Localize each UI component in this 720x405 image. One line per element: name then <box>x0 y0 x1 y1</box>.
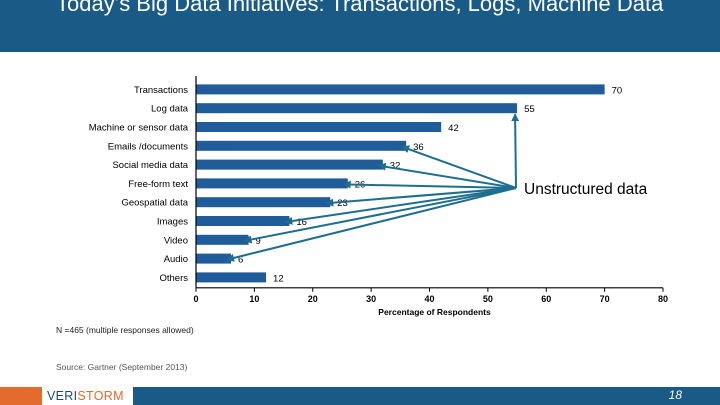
category-label-audio: Audio <box>164 254 188 265</box>
company-logo: VERISTORM <box>47 389 124 403</box>
bar-audio <box>196 253 232 264</box>
bar-emails-documents <box>196 140 407 151</box>
callout-arrow-images <box>284 187 517 225</box>
callout-arrow-social-media-data <box>377 162 517 189</box>
category-label-images: Images <box>157 217 188 228</box>
logo-prefix: VERI <box>47 389 78 403</box>
bar-transactions <box>196 84 605 95</box>
bar-free-form-text <box>196 178 348 189</box>
bar-log-data <box>196 103 518 114</box>
callout-arrow-log-data <box>511 113 520 189</box>
footer-bar: 18 <box>133 387 720 405</box>
bar-machine-or-sensor-data <box>196 122 442 132</box>
value-label-others: 12 <box>273 273 284 284</box>
category-label-machine-or-sensor-data: Machine or sensor data <box>89 123 189 134</box>
bar-chart: Transactions Log data Machine or sensor da… <box>89 76 668 317</box>
category-label-social-media-data: Social media data <box>112 160 188 171</box>
value-label-geospatial-data: 23 <box>337 198 348 209</box>
bar-others <box>196 272 267 283</box>
source-note: Source: Gartner (September 2013) <box>56 362 188 372</box>
category-label-log-data: Log data <box>151 104 189 115</box>
x-tick-label-0: 0 <box>193 294 198 304</box>
x-tick-label-40: 40 <box>424 294 434 304</box>
callout-arrow-audio <box>226 187 517 262</box>
bar-social-media-data <box>196 159 383 170</box>
value-label-emails-documents: 36 <box>413 142 424 153</box>
value-label-machine-or-sensor-data: 42 <box>448 123 459 134</box>
value-label-log-data: 55 <box>524 104 535 115</box>
page-number: 18 <box>668 388 682 402</box>
category-label-emails-documents: Emails /documents <box>108 141 189 152</box>
x-tick-label-60: 60 <box>541 294 551 304</box>
value-label-transactions: 70 <box>612 85 623 96</box>
category-label-video: Video <box>164 235 188 246</box>
value-label-video: 9 <box>256 236 261 247</box>
value-label-audio: 6 <box>238 255 243 266</box>
x-tick-label-80: 80 <box>658 294 668 304</box>
slide-title: Today’s Big Data Initiatives: Transactio… <box>56 0 664 16</box>
x-tick-label-20: 20 <box>308 294 318 304</box>
x-tick-label-30: 30 <box>366 294 376 304</box>
x-tick-label-70: 70 <box>600 294 610 304</box>
callout-arrow-video <box>243 187 517 244</box>
callout-arrow-emails-documents <box>401 145 517 189</box>
bar-geospatial-data <box>196 197 331 208</box>
value-label-social-media-data: 32 <box>390 161 401 172</box>
sample-size-note: N =465 (multiple responses allowed) <box>56 325 194 335</box>
category-label-free-form-text: Free-form text <box>128 179 188 190</box>
unstructured-data-callout: Unstructured data <box>524 181 648 198</box>
value-label-images: 16 <box>296 217 307 228</box>
category-label-geospatial-data: Geospatial data <box>121 198 188 209</box>
logo-highlight: STORM <box>77 389 124 403</box>
callout-arrow-geospatial-data <box>325 187 517 207</box>
x-tick-label-50: 50 <box>483 294 493 304</box>
title-bar: Today’s Big Data Initiatives: Transactio… <box>0 0 720 52</box>
callout-arrow-free-form-text <box>342 180 517 189</box>
x-tick-label-10: 10 <box>249 294 259 304</box>
bar-images <box>196 216 290 226</box>
logo-accent-bar <box>0 387 42 405</box>
x-axis-label: Percentage of Respondents <box>378 307 491 317</box>
category-label-transactions: Transactions <box>134 85 188 96</box>
category-label-others: Others <box>159 273 188 284</box>
bar-video <box>196 234 249 245</box>
